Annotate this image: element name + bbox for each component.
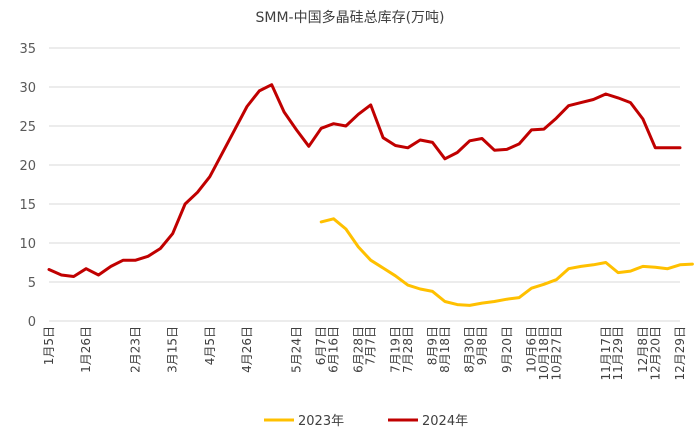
x-tick-label: 4月5日 — [203, 326, 217, 365]
y-tick-label: 20 — [19, 159, 36, 174]
x-axis-ticks: 1月5日 1月26日 2月23日 3月15日 4月5日 4月26日 5月24日 6月7日6月1… — [42, 326, 687, 381]
x-tick-label: 12月29日 — [673, 326, 687, 381]
x-tick-label: 8月30日 — [463, 326, 477, 373]
x-tick-label: 6月7日 — [314, 326, 328, 365]
x-tick-label: 7月28日 — [401, 326, 415, 373]
x-tick-label: 6月16日 — [327, 326, 341, 373]
legend-label-0: 2023年 — [298, 414, 344, 429]
chart-title: SMM-中国多晶硅总库存(万吨) — [255, 9, 444, 26]
x-tick-label: 2月23日 — [129, 326, 143, 373]
y-tick-label: 25 — [19, 120, 36, 135]
x-tick-label: 8月18日 — [438, 326, 452, 373]
y-axis-ticks: 0 5 10 15 20 25 30 35 — [19, 42, 36, 330]
x-tick-label: 12月8日 — [636, 326, 650, 373]
x-tick-label: 6月28日 — [351, 326, 365, 373]
x-tick-label: 9月20日 — [500, 326, 514, 373]
x-tick-label: 8月9日 — [426, 326, 440, 365]
x-tick-label: 10月27日 — [549, 326, 563, 381]
legend: 2023年 2024年 — [264, 414, 468, 429]
x-tick-label: 3月15日 — [166, 326, 180, 373]
x-tick-label: 1月5日 — [42, 326, 56, 365]
y-tick-label: 0 — [28, 315, 36, 330]
x-tick-label: 9月8日 — [475, 326, 489, 365]
series-line-0 — [319, 217, 694, 307]
x-tick-label: 5月24日 — [289, 326, 303, 373]
y-tick-label: 30 — [19, 81, 36, 96]
gridlines — [49, 47, 680, 322]
legend-label-1: 2024年 — [422, 414, 468, 429]
x-tick-label: 4月26日 — [240, 326, 254, 373]
y-tick-label: 10 — [19, 237, 36, 252]
y-tick-label: 5 — [28, 276, 36, 291]
x-tick-label: 7月19日 — [388, 326, 402, 373]
x-tick-label: 11月17日 — [599, 326, 613, 381]
series-line-1 — [47, 83, 682, 278]
x-tick-label: 7月7日 — [364, 326, 378, 365]
series-lines — [47, 83, 694, 307]
x-tick-label: 1月26日 — [79, 326, 93, 373]
y-tick-label: 35 — [19, 42, 36, 57]
x-tick-label: 10月6日 — [525, 326, 539, 373]
x-tick-label: 11月29日 — [611, 326, 625, 381]
x-tick-label: 12月20日 — [648, 326, 662, 381]
y-tick-label: 15 — [19, 198, 36, 213]
x-tick-label: 10月18日 — [537, 326, 551, 381]
